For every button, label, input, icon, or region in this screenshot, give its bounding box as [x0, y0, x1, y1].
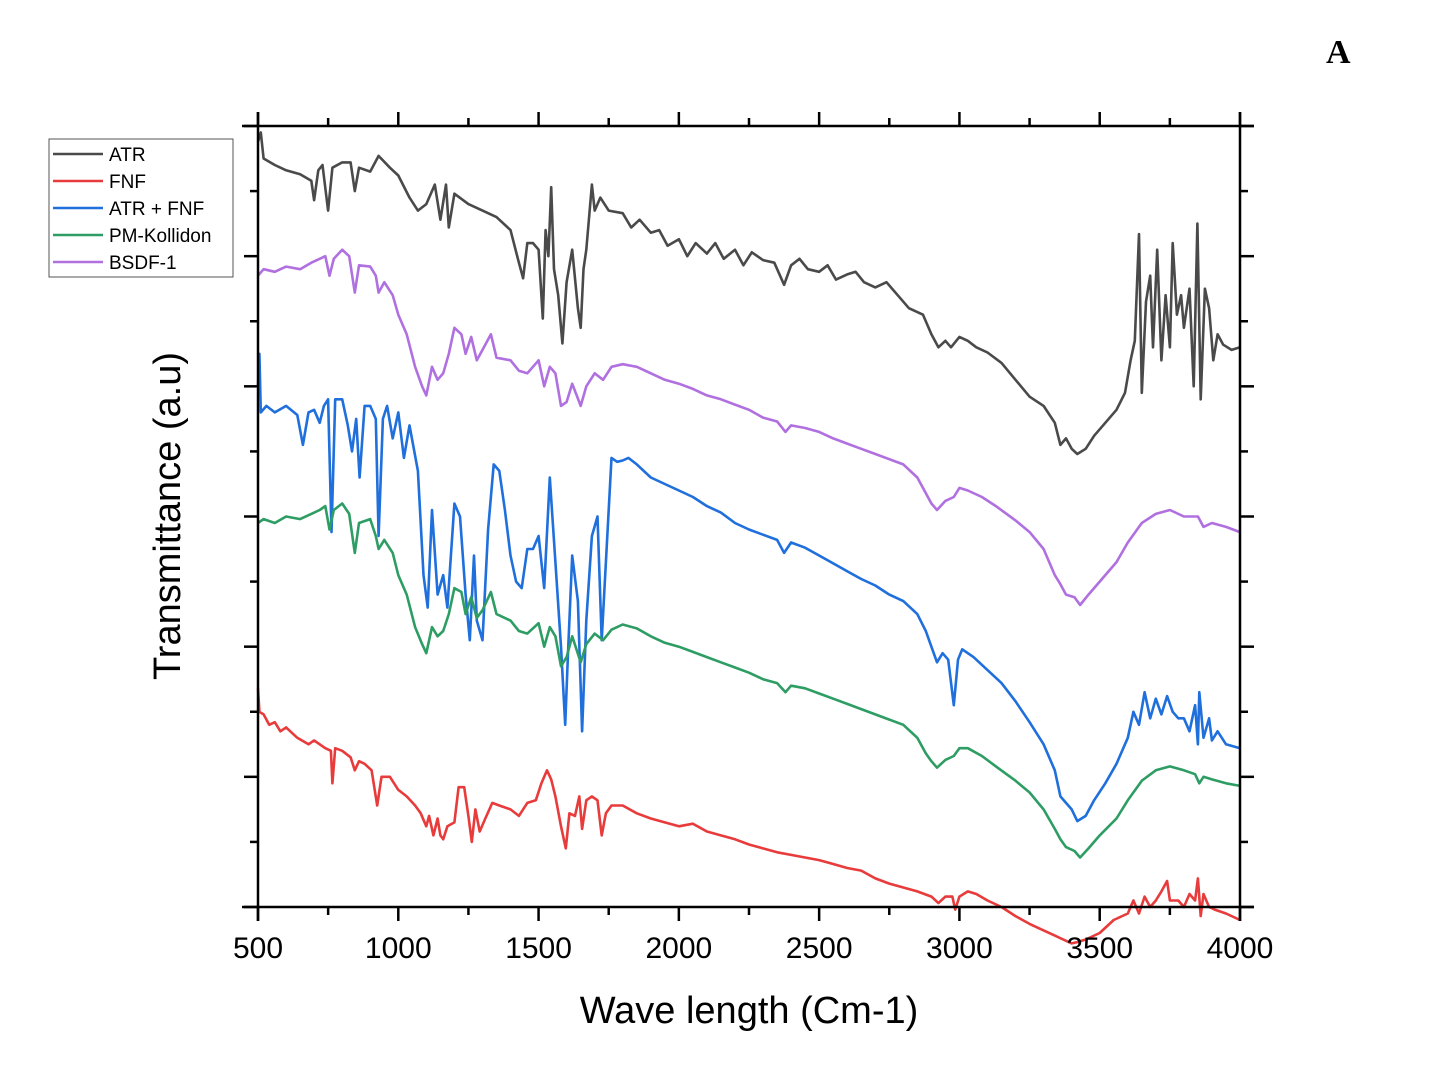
x-tick-label: 3500: [1066, 932, 1133, 965]
series-line-bsdf-1: [257, 248, 1241, 607]
x-axis-ticks: 500 1000 1500 2000 2500 3000 3500 4000: [233, 112, 1273, 965]
axes: [242, 112, 1254, 921]
x-axis-title: Wave length (Cm-1): [580, 990, 919, 1032]
legend-label: BSDF-1: [109, 253, 177, 274]
series-line-atr: [256, 131, 1241, 456]
x-tick-label: 500: [233, 932, 283, 965]
y-axis-ticks: [244, 124, 1254, 909]
series-line-pm-kollidon: [257, 502, 1241, 859]
plot-area: [256, 131, 1241, 945]
x-tick-label: 2000: [645, 932, 712, 965]
x-tick-label: 2500: [786, 932, 853, 965]
legend-label: ATR + FNF: [109, 199, 204, 220]
x-tick-label: 1500: [505, 932, 572, 965]
x-tick-label: 4000: [1207, 932, 1274, 965]
legend-label: FNF: [109, 172, 146, 193]
legend: ATR FNF ATR + FNF PM-Kollidon BSDF-1: [48, 138, 234, 278]
y-axis-title: Transmittance (a.u): [147, 352, 189, 680]
x-tick-label: 1000: [365, 932, 432, 965]
series-line-atr-fnf: [256, 352, 1241, 823]
series-line-fnf: [256, 688, 1241, 945]
x-tick-label: 3000: [926, 932, 993, 965]
legend-label: ATR: [109, 145, 146, 166]
legend-label: PM-Kollidon: [109, 226, 211, 247]
panel-label: A: [1326, 34, 1351, 71]
